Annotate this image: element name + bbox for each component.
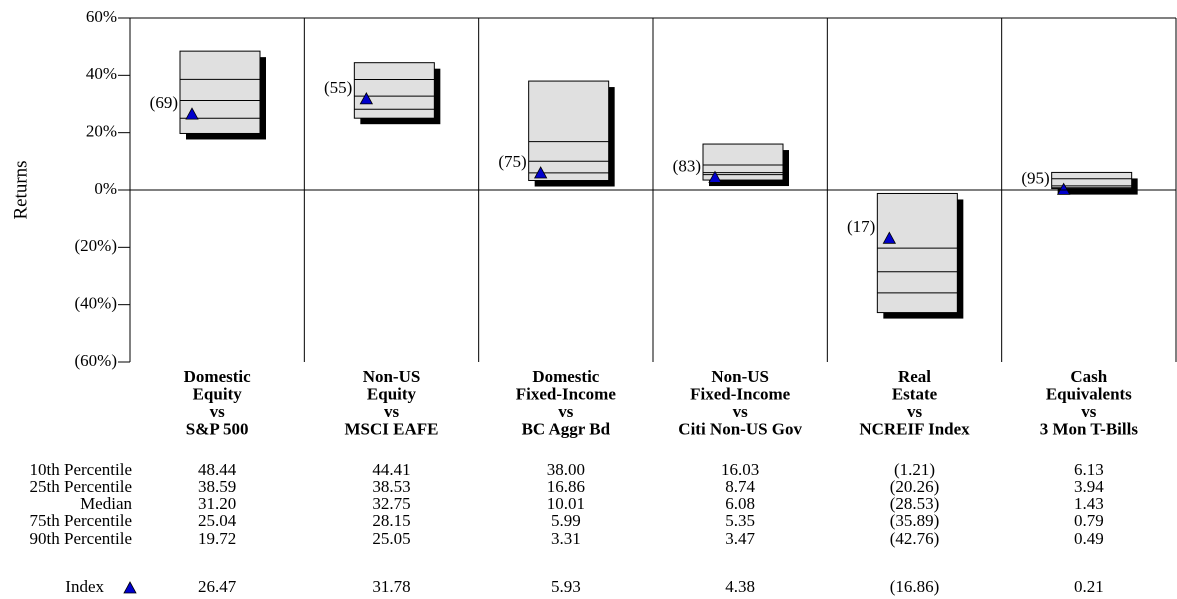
table-value: (1.21): [894, 460, 935, 479]
table-value: 38.53: [372, 477, 410, 496]
category-label: Fixed-Income: [516, 384, 617, 403]
category-label: Non-US: [363, 367, 421, 386]
index-marker: [359, 92, 374, 105]
table-value: 16.03: [721, 460, 759, 479]
table-value: 4.38: [725, 577, 755, 596]
category-label: Non-US: [711, 367, 769, 386]
table-value: 31.78: [372, 577, 410, 596]
row-label: 25th Percentile: [30, 477, 132, 496]
table-value: (16.86): [890, 577, 940, 596]
row-label: 90th Percentile: [30, 529, 132, 548]
table-value: 3.94: [1074, 477, 1104, 496]
category-label: BC Aggr Bd: [522, 419, 611, 438]
row-label: 75th Percentile: [30, 511, 132, 530]
table-value: 6.13: [1074, 460, 1104, 479]
table-value: 3.47: [725, 529, 755, 548]
table-value: 38.59: [198, 477, 236, 496]
table-value: 25.04: [198, 511, 237, 530]
table-value: 25.05: [372, 529, 410, 548]
y-tick-label: (40%): [75, 294, 117, 313]
table-value: 19.72: [198, 529, 236, 548]
table-value: 5.99: [551, 511, 581, 530]
table-value: 5.93: [551, 577, 581, 596]
category-label: vs: [210, 402, 226, 421]
y-tick-label: 40%: [86, 64, 117, 83]
index-marker: [185, 107, 199, 120]
category-label: vs: [907, 402, 923, 421]
rank-label: (17): [847, 217, 875, 236]
row-label: 10th Percentile: [30, 460, 132, 479]
rank-label: (69): [150, 93, 178, 112]
category-label: Fixed-Income: [690, 384, 791, 403]
category-label: Equivalents: [1046, 384, 1132, 403]
y-tick-label: 60%: [86, 7, 117, 26]
bar: [528, 80, 610, 182]
category-label: Real: [898, 367, 931, 386]
table-value: 10.01: [547, 494, 585, 513]
table-value: 28.15: [372, 511, 410, 530]
table-value: 6.08: [725, 494, 755, 513]
rank-label: (95): [1021, 168, 1049, 187]
y-tick-label: 20%: [86, 122, 117, 141]
bar: [1051, 171, 1133, 190]
category-label: vs: [384, 402, 400, 421]
category-label: S&P 500: [186, 419, 249, 438]
category-label: Citi Non-US Gov: [678, 419, 802, 438]
category-label: Equity: [193, 384, 243, 403]
table-value: 32.75: [372, 494, 410, 513]
legend-marker: [123, 581, 137, 594]
bar: [876, 192, 958, 314]
category-label: MSCI EAFE: [345, 419, 439, 438]
row-label: Median: [80, 494, 132, 513]
category-label: Domestic: [532, 367, 599, 386]
rank-label: (55): [324, 78, 352, 97]
y-tick-label: (20%): [75, 236, 117, 255]
table-value: 0.79: [1074, 511, 1104, 530]
bar: [179, 50, 261, 134]
category-label: vs: [558, 402, 574, 421]
table-value: 0.49: [1074, 529, 1104, 548]
table-value: (35.89): [890, 511, 940, 530]
table-value: 31.20: [198, 494, 236, 513]
row-label: Index: [65, 577, 104, 596]
table-value: 1.43: [1074, 494, 1104, 513]
category-label: Domestic: [184, 367, 251, 386]
index-marker: [882, 231, 897, 244]
bar: [353, 62, 435, 119]
table-value: 8.74: [725, 477, 755, 496]
table-value: 26.47: [198, 577, 237, 596]
table-value: 38.00: [547, 460, 585, 479]
table-value: 48.44: [198, 460, 237, 479]
index-marker: [533, 166, 548, 179]
bar: [702, 143, 784, 181]
table-value: 0.21: [1074, 577, 1104, 596]
category-label: NCREIF Index: [859, 419, 970, 438]
table-value: 16.86: [547, 477, 585, 496]
category-label: Estate: [892, 384, 938, 403]
category-label: 3 Mon T-Bills: [1040, 419, 1139, 438]
y-tick-label: 0%: [94, 179, 117, 198]
rank-label: (83): [673, 156, 701, 175]
index-marker: [1056, 182, 1071, 195]
table-value: 44.41: [372, 460, 410, 479]
category-label: Equity: [367, 384, 417, 403]
table-value: 5.35: [725, 511, 755, 530]
table-value: (20.26): [890, 477, 940, 496]
table-value: 3.31: [551, 529, 581, 548]
table-value: (28.53): [890, 494, 940, 513]
y-axis-label: Returns: [10, 160, 31, 219]
category-label: vs: [733, 402, 749, 421]
category-label: vs: [1081, 402, 1097, 421]
table-value: (42.76): [890, 529, 940, 548]
category-label: Cash: [1070, 367, 1107, 386]
y-tick-label: (60%): [75, 351, 117, 370]
index-marker: [708, 170, 722, 183]
rank-label: (75): [498, 152, 526, 171]
